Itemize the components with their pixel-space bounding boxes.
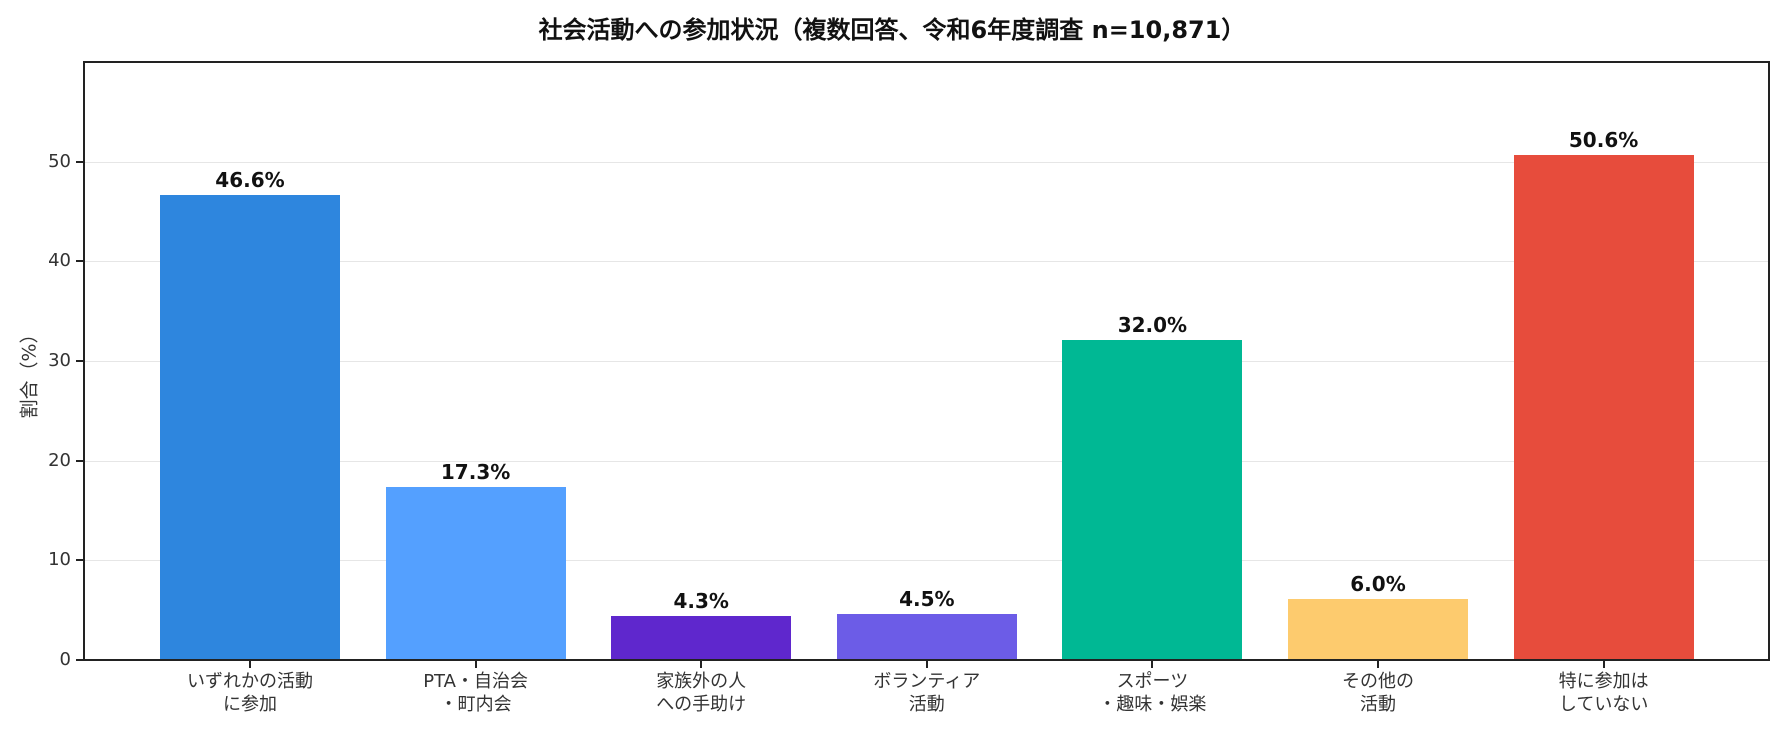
gridline [85,460,1768,462]
x-tick-label: その他の 活動 [1342,671,1414,715]
y-tick-mark [76,360,83,362]
bar[interactable] [611,616,792,659]
x-tick-mark [1602,661,1605,668]
y-tick-label: 0 [59,649,71,670]
bar-value-label: 32.0% [1117,313,1188,338]
chart-title: 社会活動への参加状況（複数回答、令和6年度調査 n=10,871） [538,16,1246,44]
gridline [85,261,1768,263]
bar-value-label: 46.6% [215,167,285,192]
x-tick-mark [1377,661,1379,668]
x-tick-mark [1151,661,1154,668]
gridline [85,161,1768,163]
x-tick-mark [249,661,251,668]
y-tick-label: 40 [48,250,71,272]
x-tick-mark [474,661,477,668]
y-tick-label: 50 [48,150,71,172]
plot-area [83,61,1770,661]
y-tick-mark [76,659,83,661]
bar[interactable] [160,194,340,659]
bar[interactable] [1288,599,1468,659]
x-tick-label: スポーツ ・趣味・娯楽 [1098,671,1207,715]
y-tick-label: 30 [48,350,71,371]
y-tick-mark [76,160,83,163]
bar-value-label: 4.3% [673,589,729,614]
x-tick-mark [700,661,703,668]
bar-value-label: 17.3% [440,459,511,484]
y-tick-label: 20 [48,449,71,471]
y-tick-mark [76,459,83,462]
x-tick-label: 家族外の人 への手助け [656,671,747,715]
y-tick-mark [76,260,83,263]
y-axis-label: 割合（%） [18,324,41,419]
x-tick-mark [925,661,928,668]
bar-value-label: 6.0% [1350,572,1406,597]
x-tick-label: いずれかの活動 に参加 [187,671,313,715]
bar[interactable] [1062,340,1243,659]
x-tick-label: ボランティア 活動 [873,671,981,715]
x-tick-label: 特に参加は していない [1558,671,1649,715]
bar-value-label: 50.6% [1568,127,1639,152]
gridline [85,361,1768,362]
bar-value-label: 4.5% [899,587,955,612]
bar[interactable] [385,486,566,659]
x-tick-label: PTA・自治会 ・町内会 [423,671,528,715]
gridline [85,560,1768,562]
y-tick-label: 10 [48,549,71,571]
bar[interactable] [1513,154,1694,659]
y-tick-mark [76,559,83,562]
bar[interactable] [836,614,1017,659]
